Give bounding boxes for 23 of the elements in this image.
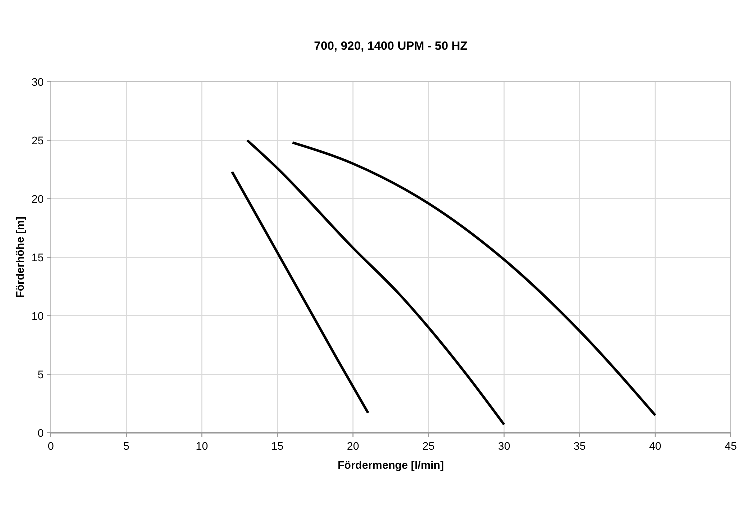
x-tick-label: 40 — [649, 441, 662, 453]
y-tick-label: 5 — [38, 370, 44, 382]
y-tick-label: 30 — [32, 77, 44, 89]
y-axis-title: Förderhöhe [m] — [15, 216, 27, 298]
y-tick-label: 20 — [32, 194, 44, 206]
y-tick-label: 0 — [38, 428, 44, 440]
x-tick-label: 30 — [498, 441, 510, 453]
x-axis-title: Fördermenge [l/min] — [338, 460, 445, 472]
x-tick-label: 20 — [347, 441, 360, 453]
x-tick-label: 5 — [123, 441, 130, 453]
line-series — [231, 170, 370, 414]
x-tick-label: 45 — [724, 441, 738, 453]
y-tick-label: 15 — [32, 252, 44, 264]
x-tick-label: 15 — [272, 441, 284, 453]
x-tick-label: 10 — [196, 441, 208, 453]
line-series — [292, 142, 657, 417]
line-series — [246, 139, 506, 426]
chart-title: 700, 920, 1400 UPM - 50 HZ — [314, 39, 468, 53]
x-tick-label: 0 — [48, 441, 54, 453]
y-tick-label: 25 — [32, 136, 44, 148]
x-tick-label: 35 — [574, 441, 586, 453]
x-tick-label: 25 — [422, 441, 435, 453]
y-tick-label: 10 — [32, 311, 44, 323]
